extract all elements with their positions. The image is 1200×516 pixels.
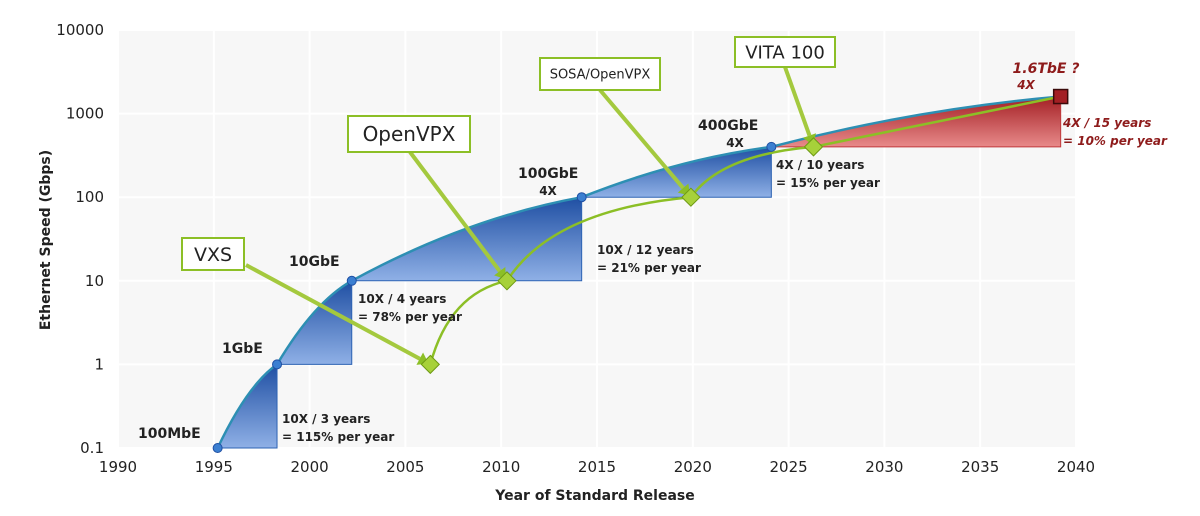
growth-rate-line2: = 10% per year xyxy=(1063,134,1168,148)
growth-fills xyxy=(216,95,1062,449)
growth-rate-line2: = 15% per year xyxy=(776,176,880,190)
x-axis-title: Year of Standard Release xyxy=(494,488,694,504)
y-axis-title: Ethernet Speed (Gbps) xyxy=(38,150,54,330)
y-tick-label: 10000 xyxy=(56,21,104,39)
callout-arrow-line xyxy=(598,88,685,190)
y-tick-label: 1000 xyxy=(66,105,104,123)
growth-rate-line1: 10X / 4 years xyxy=(358,292,446,306)
y-tick-label: 100 xyxy=(75,188,104,206)
ethernet-standard-label: 100MbE xyxy=(138,426,201,442)
speed-multiplier-label: 4X xyxy=(1016,78,1035,92)
embedded-standard-marker xyxy=(420,354,441,375)
ethernet-standard-marker xyxy=(212,443,223,453)
x-tick-label: 1995 xyxy=(195,458,233,476)
embedded-standard-marker xyxy=(497,271,517,291)
future-standard-label: 1.6TbE ? xyxy=(1013,61,1080,77)
embedded-standard-marker xyxy=(681,187,701,207)
speed-multiplier-label: 4X xyxy=(726,136,744,150)
x-tick-label: 2020 xyxy=(674,458,712,476)
callout-label: VITA 100 xyxy=(745,42,825,63)
growth-rate-line1: 4X / 10 years xyxy=(776,158,864,172)
y-tick-label: 1 xyxy=(94,355,104,373)
x-tick-label: 2030 xyxy=(865,458,903,476)
x-tick-label: 2010 xyxy=(482,458,520,476)
callout-box xyxy=(734,36,836,68)
growth-rate-line2: = 21% per year xyxy=(597,261,701,275)
markers xyxy=(212,88,1069,453)
ethernet-standard-label: 1GbE xyxy=(222,341,263,357)
callout-box xyxy=(539,57,661,91)
growth-rate-line2: = 115% per year xyxy=(282,430,394,444)
growth-rate-line1: 10X / 12 years xyxy=(597,243,694,257)
embedded-standard-marker xyxy=(803,137,824,157)
ethernet-standard-label: 10GbE xyxy=(289,254,340,270)
y-tick-label: 0.1 xyxy=(80,439,104,457)
callout-label: VXS xyxy=(194,244,232,266)
callout-arrow-line xyxy=(783,66,812,137)
growth-rate-line2: = 78% per year xyxy=(358,310,462,324)
growth-rate-line1: 10X / 3 years xyxy=(282,412,370,426)
callout-arrow-line xyxy=(408,150,502,273)
growth-rate-line1: 4X / 15 years xyxy=(1062,116,1151,130)
callout-box xyxy=(181,237,245,271)
y-tick-label: 10 xyxy=(85,272,104,290)
ethernet-standard-marker xyxy=(346,275,357,286)
ethernet-standard-marker xyxy=(766,141,777,152)
callout-box xyxy=(347,115,471,153)
x-tick-label: 1990 xyxy=(99,458,137,476)
callout-arrow-line xyxy=(245,263,421,361)
ethernet-standard-marker xyxy=(272,359,283,370)
x-tick-label: 2000 xyxy=(291,458,329,476)
x-tick-label: 2035 xyxy=(961,458,999,476)
x-tick-label: 2040 xyxy=(1057,458,1095,476)
callout-label: SOSA/OpenVPX xyxy=(550,68,651,83)
future-standard-marker xyxy=(1052,88,1069,105)
labels: 1990 1995 2000 2005 2010 2015 2020 2025 2030 2035… xyxy=(56,21,1168,476)
x-tick-label: 2015 xyxy=(578,458,616,476)
x-tick-label: 2025 xyxy=(770,458,808,476)
embedded-standard-curve xyxy=(429,95,1061,365)
ethernet-standard-label: 400GbE xyxy=(698,118,758,134)
speed-multiplier-label: 4X xyxy=(539,184,557,198)
x-tick-label: 2005 xyxy=(386,458,424,476)
ethernet-standard-marker xyxy=(576,192,587,203)
callout-label: OpenVPX xyxy=(363,122,456,146)
ethernet-standard-label: 100GbE xyxy=(518,166,578,182)
